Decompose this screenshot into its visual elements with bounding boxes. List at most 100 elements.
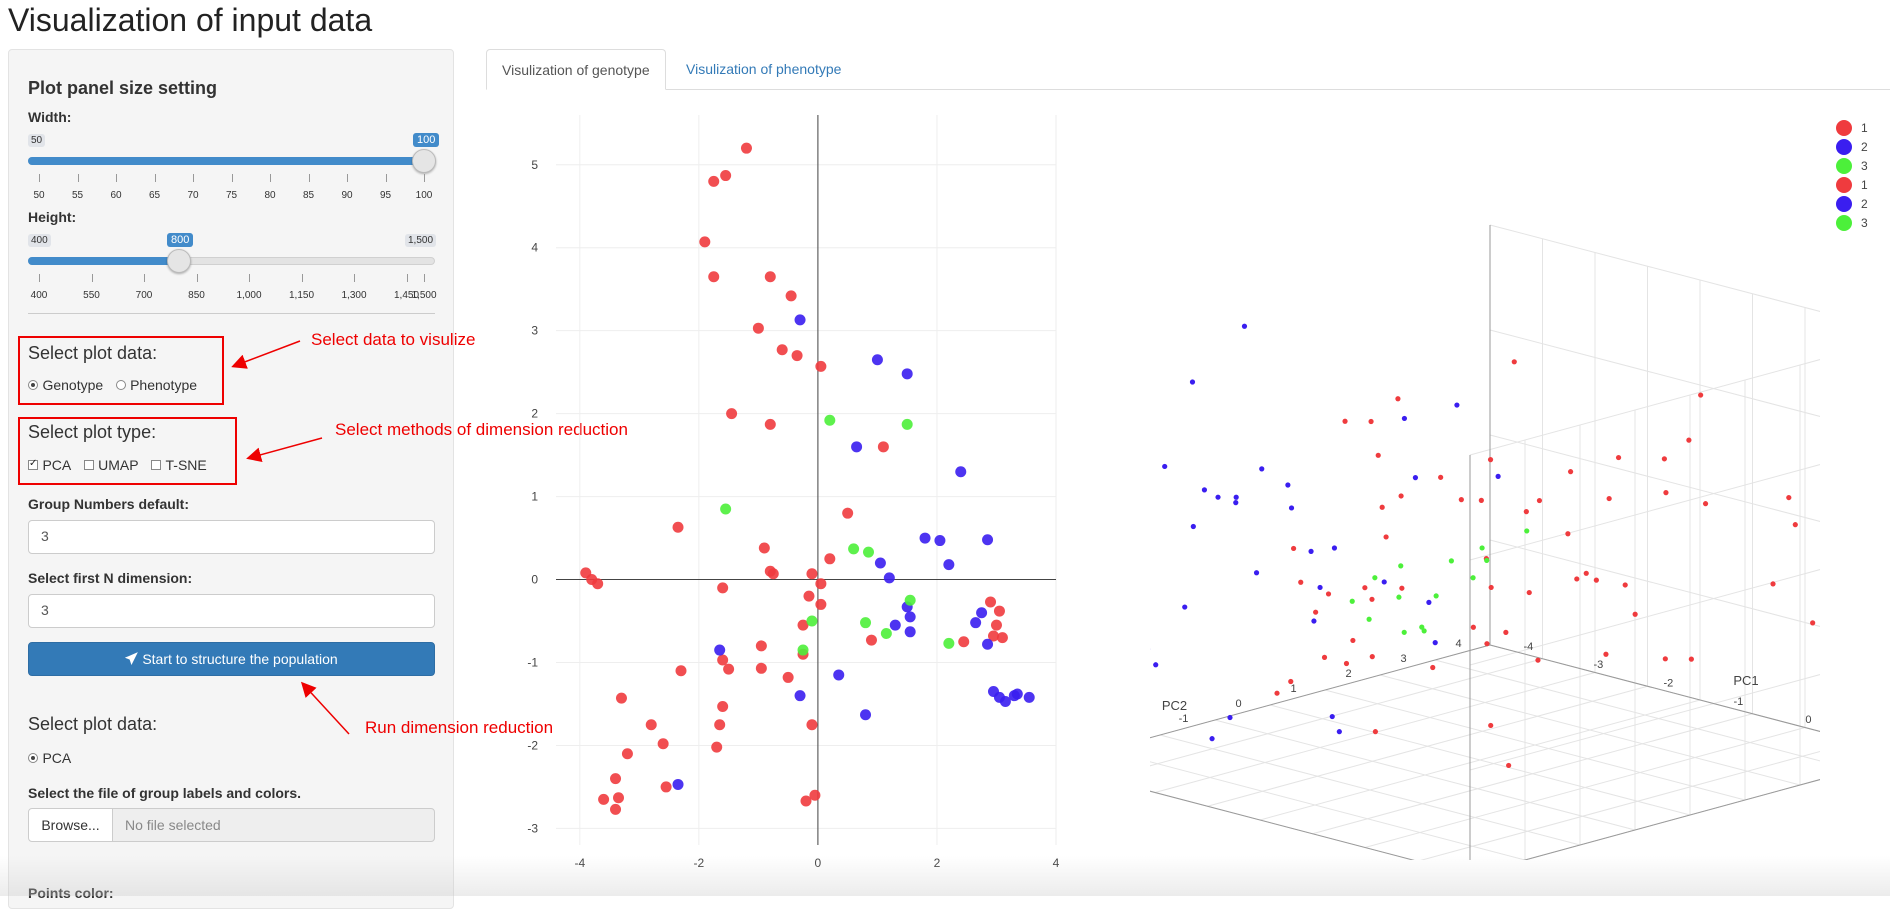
scatter3d-point-group-1[interactable] xyxy=(1489,585,1494,590)
scatter3d-point-group-1[interactable] xyxy=(1399,586,1404,591)
scatter-point-group-1[interactable] xyxy=(783,672,794,683)
scatter3d-point-group-2[interactable] xyxy=(1182,604,1187,609)
scatter-point-group-1[interactable] xyxy=(806,568,817,579)
scatter-point-group-2[interactable] xyxy=(851,441,862,452)
scatter3d-point-group-1[interactable] xyxy=(1383,534,1388,539)
scatter3d-point-group-2[interactable] xyxy=(1426,600,1431,605)
scatter-point-group-1[interactable] xyxy=(806,719,817,730)
scatter-point-group-1[interactable] xyxy=(741,143,752,154)
scatter-point-group-1[interactable] xyxy=(815,578,826,589)
legend-item[interactable]: 2 xyxy=(1836,194,1868,213)
scatter3d-point-group-1[interactable] xyxy=(1373,729,1378,734)
scatter-point-group-1[interactable] xyxy=(777,344,788,355)
scatter-point-group-1[interactable] xyxy=(756,640,767,651)
scatter3d-point-group-1[interactable] xyxy=(1770,581,1775,586)
scatter3d-point-group-1[interactable] xyxy=(1313,610,1318,615)
scatter3d-point-group-3[interactable] xyxy=(1350,599,1355,604)
scatter-point-group-1[interactable] xyxy=(622,748,633,759)
scatter-point-group-1[interactable] xyxy=(676,665,687,676)
scatter3d-point-group-1[interactable] xyxy=(1527,590,1532,595)
scatter-point-group-1[interactable] xyxy=(842,508,853,519)
scatter3d-point-group-1[interactable] xyxy=(1703,501,1708,506)
scatter-point-group-3[interactable] xyxy=(806,616,817,627)
scatter3d-point-group-1[interactable] xyxy=(1369,597,1374,602)
scatter3d-point-group-2[interactable] xyxy=(1382,579,1387,584)
scatter-point-group-1[interactable] xyxy=(646,719,657,730)
scatter3d-point-group-1[interactable] xyxy=(1786,495,1791,500)
scatter-point-group-1[interactable] xyxy=(699,236,710,247)
scatter3d-point-group-1[interactable] xyxy=(1362,585,1367,590)
scatter3d-point-group-2[interactable] xyxy=(1227,715,1232,720)
scatter3d-point-group-3[interactable] xyxy=(1479,545,1484,550)
scatter3d-point-group-1[interactable] xyxy=(1298,580,1303,585)
scatter-point-group-2[interactable] xyxy=(833,669,844,680)
scatter3d-point-group-1[interactable] xyxy=(1663,490,1668,495)
scatter3d-point-group-1[interactable] xyxy=(1488,457,1493,462)
scatter-point-group-2[interactable] xyxy=(673,779,684,790)
scatter3d-point-group-2[interactable] xyxy=(1317,585,1322,590)
scatter-point-group-2[interactable] xyxy=(795,314,806,325)
scatter3d-point-group-1[interactable] xyxy=(1370,654,1375,659)
scatter3d-point-group-1[interactable] xyxy=(1291,546,1296,551)
scatter3d-point-group-1[interactable] xyxy=(1686,438,1691,443)
scatter-point-group-2[interactable] xyxy=(1024,692,1035,703)
scatter3d-point-group-3[interactable] xyxy=(1398,563,1403,568)
scatter-point-group-2[interactable] xyxy=(955,466,966,477)
scatter3d-point-group-2[interactable] xyxy=(1254,570,1259,575)
scatter-point-group-1[interactable] xyxy=(997,632,1008,643)
scatter3d-point-group-1[interactable] xyxy=(1793,522,1798,527)
scatter-point-group-1[interactable] xyxy=(658,738,669,749)
scatter3d-point-group-1[interactable] xyxy=(1512,359,1517,364)
scatter3d-point-group-2[interactable] xyxy=(1311,618,1316,623)
scatter-point-group-1[interactable] xyxy=(991,620,1002,631)
scatter3d-point-group-1[interactable] xyxy=(1574,576,1579,581)
scatter3d-point-group-1[interactable] xyxy=(1376,453,1381,458)
scatter-point-group-1[interactable] xyxy=(711,742,722,753)
scatter3d-point-group-3[interactable] xyxy=(1396,595,1401,600)
scatter3d-point-group-3[interactable] xyxy=(1524,528,1529,533)
scatter3d-point-group-2[interactable] xyxy=(1153,662,1158,667)
scatter3d-point-group-2[interactable] xyxy=(1209,736,1214,741)
scatter-point-group-1[interactable] xyxy=(809,790,820,801)
scatter3d-point-group-2[interactable] xyxy=(1402,416,1407,421)
scatter-point-group-1[interactable] xyxy=(994,606,1005,617)
scatter3d-point-group-2[interactable] xyxy=(1330,714,1335,719)
scatter-point-group-1[interactable] xyxy=(753,323,764,334)
scatter-point-group-3[interactable] xyxy=(860,617,871,628)
legend-item[interactable]: 1 xyxy=(1836,175,1868,194)
scatter-point-group-1[interactable] xyxy=(792,350,803,361)
scatter3d-point-group-3[interactable] xyxy=(1449,558,1454,563)
scatter3d-point-group-2[interactable] xyxy=(1496,474,1501,479)
scatter-point-group-2[interactable] xyxy=(905,611,916,622)
scatter3d-point-group-1[interactable] xyxy=(1623,582,1628,587)
scatter-point-group-1[interactable] xyxy=(717,655,728,666)
scatter-point-group-1[interactable] xyxy=(759,543,770,554)
scatter3d-point-group-2[interactable] xyxy=(1191,524,1196,529)
scatter3d-point-group-1[interactable] xyxy=(1524,509,1529,514)
scatter-point-group-2[interactable] xyxy=(875,557,886,568)
scatter3d-point-group-1[interactable] xyxy=(1484,641,1489,646)
scatter-point-group-2[interactable] xyxy=(920,533,931,544)
scatter3d-point-group-1[interactable] xyxy=(1537,498,1542,503)
scatter3d-point-group-1[interactable] xyxy=(1459,497,1464,502)
scatter3d-point-group-1[interactable] xyxy=(1438,475,1443,480)
scatter-point-group-2[interactable] xyxy=(943,559,954,570)
scatter-point-group-1[interactable] xyxy=(803,591,814,602)
scatter-point-group-2[interactable] xyxy=(976,607,987,618)
scatter3d-point-group-2[interactable] xyxy=(1332,545,1337,550)
scatter3d-point-group-1[interactable] xyxy=(1506,763,1511,768)
scatter-point-group-1[interactable] xyxy=(765,271,776,282)
scatter3d-point-group-2[interactable] xyxy=(1259,466,1264,471)
scatter3d-point-group-1[interactable] xyxy=(1430,665,1435,670)
scatter-point-group-2[interactable] xyxy=(982,534,993,545)
scatter-point-group-1[interactable] xyxy=(726,408,737,419)
scatter3d-point-group-1[interactable] xyxy=(1607,496,1612,501)
scatter-point-group-1[interactable] xyxy=(723,664,734,675)
scatter3d-point-group-1[interactable] xyxy=(1398,493,1403,498)
scatter3d-point-group-3[interactable] xyxy=(1484,558,1489,563)
scatter-point-group-3[interactable] xyxy=(905,595,916,606)
scatter3d-point-group-2[interactable] xyxy=(1215,495,1220,500)
scatter3d-point-group-1[interactable] xyxy=(1810,620,1815,625)
scatter3d-point-group-1[interactable] xyxy=(1479,498,1484,503)
